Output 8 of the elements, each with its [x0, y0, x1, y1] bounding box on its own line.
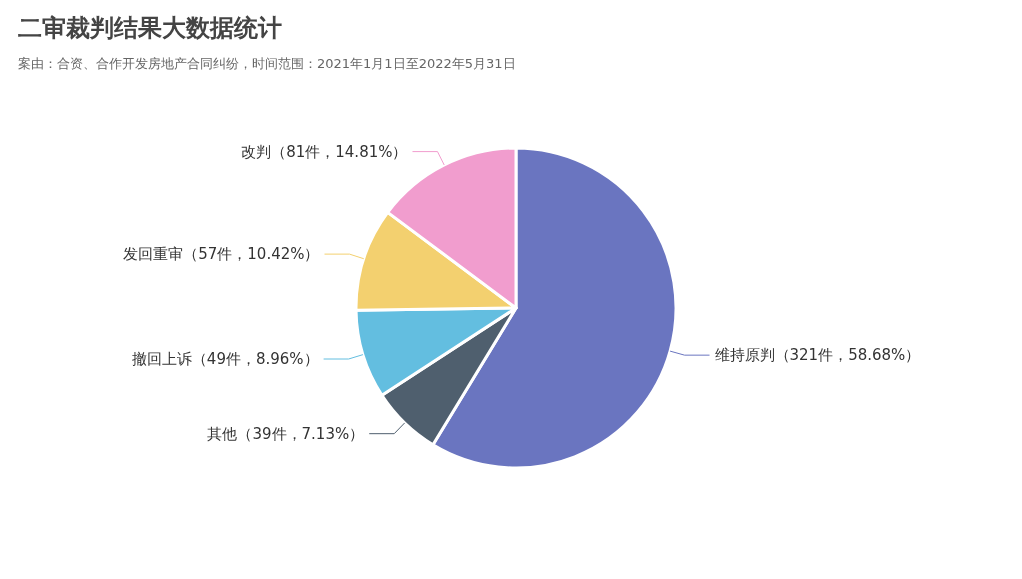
slice-label: 改判（81件，14.81%） [241, 142, 408, 161]
chart-subtitle: 案由：合资、合作开发房地产合同纠纷，时间范围：2021年1月1日至2022年5月31日 [18, 56, 516, 71]
slice-label: 其他（39件，7.13%） [207, 424, 365, 443]
slice-label: 维持原判（321件，58.68%） [714, 346, 921, 365]
pie-slice [354, 306, 518, 397]
chart-title: 二审裁判结果大数据统计 [18, 14, 282, 42]
slice-label: 撤回上诉（49件，8.96%） [131, 350, 319, 369]
slice-label: 发回重审（57件，10.42%） [123, 245, 320, 264]
